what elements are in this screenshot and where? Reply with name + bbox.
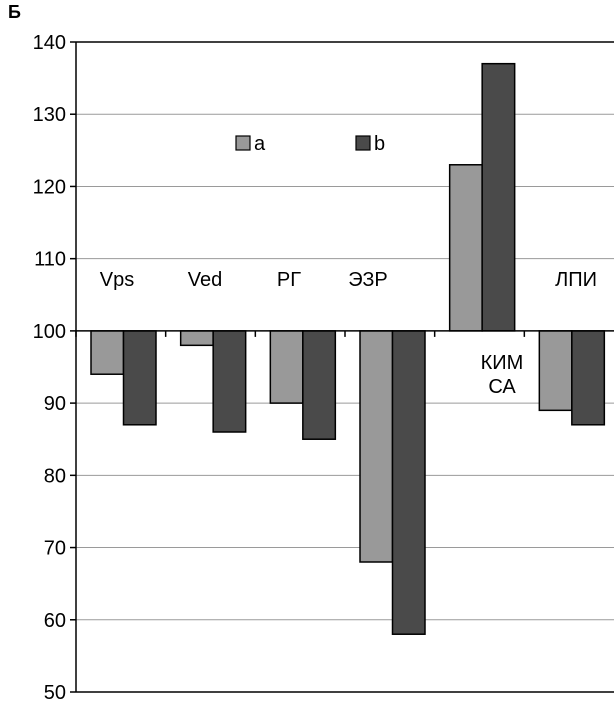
legend-swatch-a <box>235 135 251 151</box>
gridlines <box>76 113 614 621</box>
y-tick-label: 110 <box>34 249 66 271</box>
category-label: Ved <box>188 269 222 291</box>
y-tick-label: 50 <box>44 682 66 703</box>
legend-label-a: a <box>254 133 266 155</box>
y-tick-label: 80 <box>44 465 66 487</box>
category-label: КИМ <box>481 352 524 374</box>
bar-b-4 <box>481 62 516 332</box>
bar-a-3 <box>359 330 394 563</box>
bar-a-2 <box>269 330 304 404</box>
y-tick-label: 90 <box>44 393 66 415</box>
bar-a-4 <box>448 164 483 332</box>
bar-a-5 <box>538 330 573 412</box>
y-axis-ticks: 50 60 70 80 90 100 110 120 130 140 <box>33 32 76 703</box>
category-label: ЭЗР <box>348 269 388 291</box>
bar-a-1 <box>179 330 214 347</box>
legend-swatch-b <box>355 135 371 151</box>
y-tick-label: 60 <box>44 610 66 632</box>
legend-label-b: b <box>374 133 385 155</box>
bar-b-2 <box>302 330 337 440</box>
y-tick-label: 140 <box>33 32 66 54</box>
bar-a-0 <box>90 330 125 375</box>
category-label: РГ <box>277 269 301 291</box>
panel-label: Б <box>8 2 21 22</box>
y-tick-label: 70 <box>44 538 66 560</box>
y-tick-label: 130 <box>33 104 66 126</box>
bar-b-0 <box>122 330 157 426</box>
y-tick-label: 120 <box>33 176 66 198</box>
bars <box>75 62 606 635</box>
bar-b-1 <box>212 330 247 433</box>
category-label: СА <box>488 376 516 398</box>
bar-b-3 <box>391 330 426 635</box>
y-tick-label: 100 <box>33 321 66 343</box>
bar-b-5 <box>571 330 606 426</box>
category-label: ЛПИ <box>555 269 597 291</box>
category-label: Vps <box>100 269 134 291</box>
